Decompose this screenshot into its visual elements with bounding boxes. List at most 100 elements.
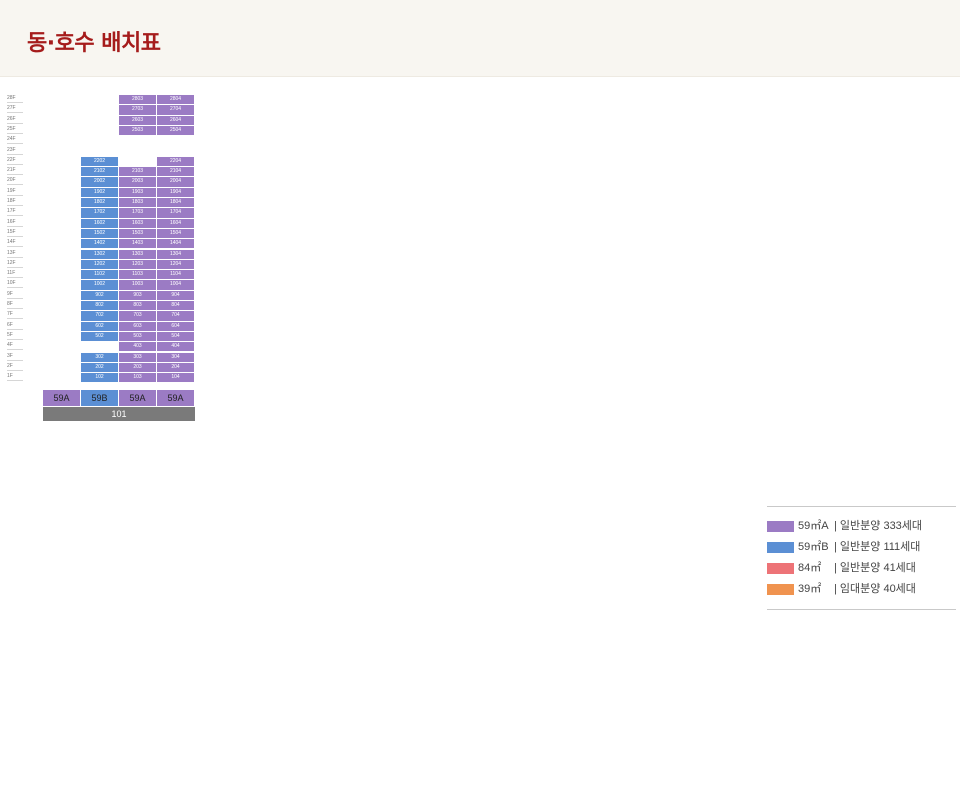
unit-cell[interactable]: 302 — [81, 352, 119, 363]
unit-cell[interactable]: 403 — [119, 342, 157, 353]
unit-cell[interactable]: 1502 — [81, 228, 119, 240]
floor-label: 7F — [7, 311, 23, 320]
unit-cell[interactable]: 2703 — [119, 105, 157, 116]
unit-cell[interactable]: 1604 — [157, 218, 195, 229]
unit-cell[interactable]: 204 — [157, 362, 195, 374]
unit-cell[interactable]: 703 — [119, 311, 157, 322]
unit-cell[interactable]: 1203 — [119, 259, 157, 271]
unit-cell[interactable]: 2102 — [81, 167, 119, 178]
unit-cell[interactable]: 2604 — [157, 115, 195, 126]
unit-cell[interactable]: 1104 — [157, 270, 195, 281]
unit-cell[interactable]: 602 — [81, 321, 119, 332]
unit-cell — [43, 239, 81, 250]
unit-cell[interactable]: 1303 — [119, 249, 157, 260]
legend-item-59a: 59㎡A | 일반분양 333세대 — [767, 519, 956, 533]
unit-cell[interactable]: 1304 — [157, 249, 195, 260]
unit-cell[interactable]: 202 — [81, 362, 119, 374]
floor-label: 21F — [7, 167, 23, 176]
unit-cell[interactable]: 1603 — [119, 218, 157, 229]
floor-label: 20F — [7, 177, 23, 186]
unit-cell — [43, 342, 81, 353]
unit-cell[interactable]: 102 — [81, 373, 119, 384]
unit-cell[interactable]: 2603 — [119, 115, 157, 126]
unit-cell[interactable]: 103 — [119, 373, 157, 384]
unit-cell — [43, 105, 81, 116]
legend-desc-39: | 임대분양 40세대 — [834, 583, 916, 595]
unit-cell[interactable]: 1003 — [119, 280, 157, 291]
unit-cell — [43, 249, 81, 260]
unit-cell[interactable]: 1802 — [81, 198, 119, 209]
unit-cell[interactable]: 503 — [119, 331, 157, 343]
unit-cell[interactable]: 1704 — [157, 208, 195, 219]
unit-cell[interactable]: 1403 — [119, 239, 157, 250]
floor-label: 18F — [7, 198, 23, 206]
unit-cell[interactable]: 2104 — [157, 167, 195, 178]
unit-cell[interactable]: 1702 — [81, 208, 119, 219]
unit-cell[interactable]: 203 — [119, 362, 157, 374]
unit-cell[interactable]: 2704 — [157, 105, 195, 116]
unit-cell[interactable]: 1202 — [81, 259, 119, 271]
unit-cell[interactable]: 2002 — [81, 177, 119, 188]
unit-cell[interactable]: 104 — [157, 373, 195, 384]
unit-cell[interactable]: 803 — [119, 301, 157, 312]
unit-cell[interactable]: 502 — [81, 331, 119, 343]
legend-swatch-39 — [767, 584, 794, 595]
unit-cell[interactable]: 1804 — [157, 198, 195, 209]
unit-cell[interactable]: 1803 — [119, 198, 157, 209]
unit-cell[interactable]: 304 — [157, 352, 195, 363]
unit-cell[interactable]: 2003 — [119, 177, 157, 188]
unit-cell[interactable]: 2103 — [119, 167, 157, 178]
floor-label: 11F — [7, 270, 23, 279]
unit-cell[interactable]: 1402 — [81, 239, 119, 250]
unit-cell[interactable]: 802 — [81, 301, 119, 312]
unit-cell[interactable]: 2204 — [157, 156, 195, 168]
floor-label: 26F — [7, 116, 23, 124]
unit-cell[interactable]: 1302 — [81, 249, 119, 260]
unit-cell — [119, 156, 157, 168]
unit-cell[interactable]: 1002 — [81, 280, 119, 291]
unit-cell[interactable]: 1703 — [119, 208, 157, 219]
unit-cell — [43, 198, 81, 209]
unit-cell — [43, 156, 81, 168]
legend-type-59b: 59㎡B — [798, 541, 829, 553]
unit-cell — [81, 146, 119, 157]
unit-cell[interactable]: 1102 — [81, 270, 119, 281]
unit-cell[interactable]: 303 — [119, 352, 157, 363]
unit-cell[interactable]: 903 — [119, 290, 157, 301]
floor-label: 19F — [7, 188, 23, 196]
unit-cell[interactable]: 603 — [119, 321, 157, 332]
unit-cell[interactable]: 404 — [157, 342, 195, 353]
unit-cell[interactable]: 902 — [81, 290, 119, 301]
unit-cell[interactable]: 2504 — [157, 125, 195, 137]
unit-cell[interactable]: 2004 — [157, 177, 195, 188]
unit-cell[interactable]: 904 — [157, 290, 195, 301]
unit-cell[interactable]: 702 — [81, 311, 119, 322]
unit-cell[interactable]: 1902 — [81, 187, 119, 198]
unit-cell[interactable]: 504 — [157, 331, 195, 343]
unit-cell — [43, 373, 81, 384]
unit-type-label: 59A — [43, 390, 81, 407]
unit-cell[interactable]: 2503 — [119, 125, 157, 137]
unit-cell[interactable]: 2804 — [157, 95, 195, 106]
unit-cell[interactable]: 1204 — [157, 259, 195, 271]
unit-cell — [157, 146, 195, 157]
unit-cell[interactable]: 1404 — [157, 239, 195, 250]
unit-cell[interactable]: 1103 — [119, 270, 157, 281]
unit-cell[interactable]: 804 — [157, 301, 195, 312]
unit-cell[interactable]: 704 — [157, 311, 195, 322]
floor-label: 8F — [7, 301, 23, 309]
unit-cell[interactable]: 1004 — [157, 280, 195, 291]
unit-cell — [43, 125, 81, 137]
unit-cell[interactable]: 2202 — [81, 156, 119, 168]
floor-label: 27F — [7, 105, 23, 114]
floor-label: 10F — [7, 280, 23, 289]
unit-cell[interactable]: 604 — [157, 321, 195, 332]
floor-label: 15F — [7, 229, 23, 237]
unit-cell[interactable]: 1504 — [157, 228, 195, 240]
unit-cell[interactable]: 1503 — [119, 228, 157, 240]
unit-cell[interactable]: 1602 — [81, 218, 119, 229]
unit-cell[interactable]: 1903 — [119, 187, 157, 198]
unit-cell[interactable]: 1904 — [157, 187, 195, 198]
unit-cell[interactable]: 2803 — [119, 95, 157, 106]
floor-label: 5F — [7, 332, 23, 340]
